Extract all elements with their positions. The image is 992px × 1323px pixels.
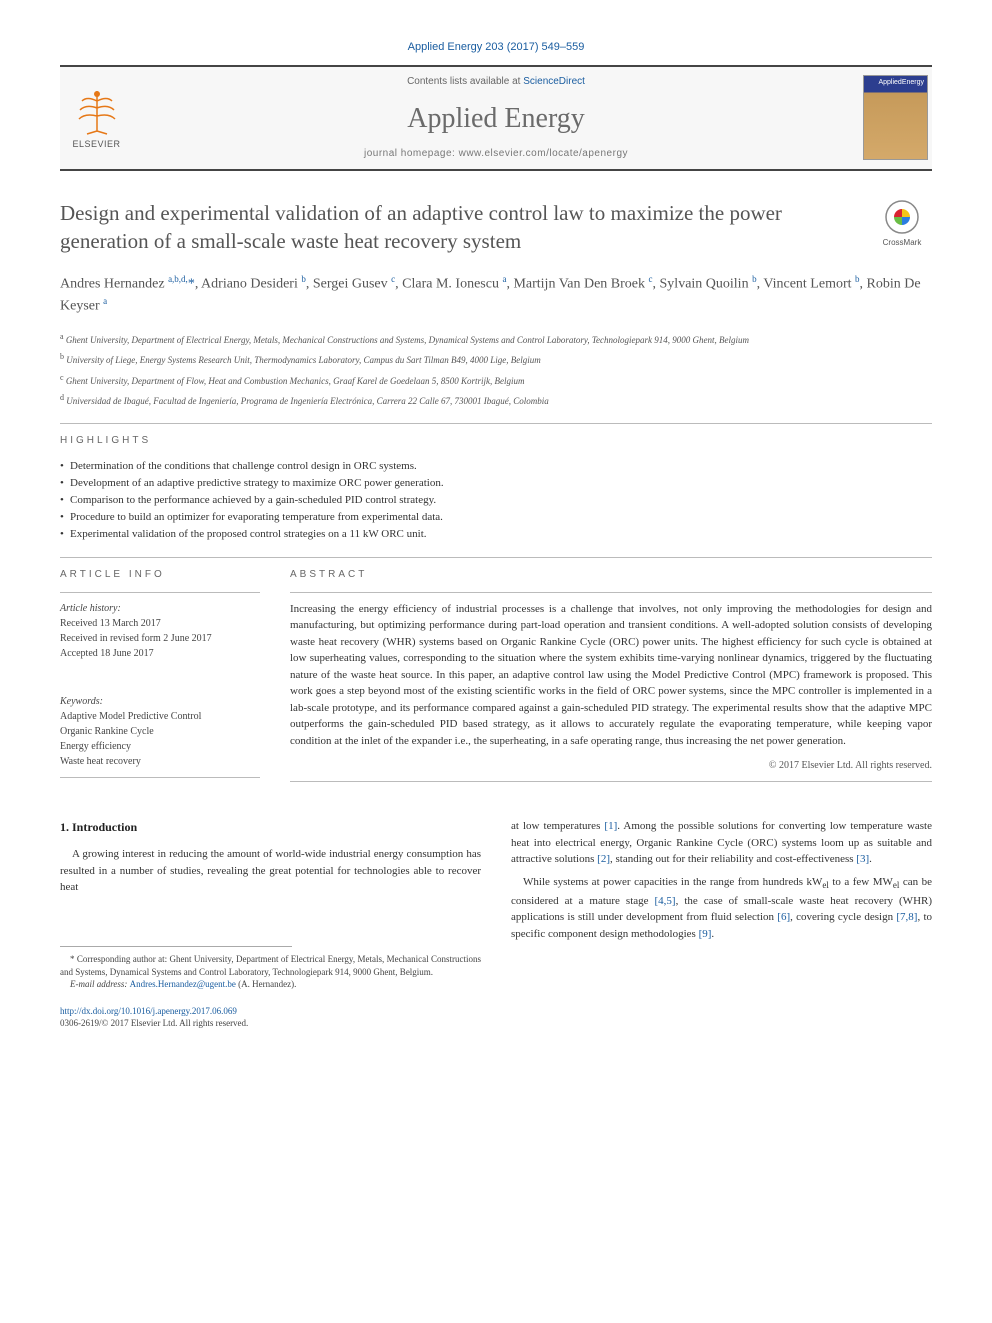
- page-container: Applied Energy 203 (2017) 549–559 ELSEVI…: [0, 0, 992, 1070]
- affiliation-line: b University of Liege, Energy Systems Re…: [60, 351, 932, 368]
- highlight-item: Experimental validation of the proposed …: [60, 526, 932, 543]
- reference-link-6[interactable]: [6]: [777, 911, 790, 923]
- contents-line: Contents lists available at ScienceDirec…: [129, 75, 863, 89]
- accepted-date: Accepted 18 June 2017: [60, 648, 154, 659]
- article-info-column: article info Article history: Received 1…: [60, 568, 260, 787]
- reference-link-78[interactable]: [7,8]: [896, 911, 917, 923]
- journal-cover: AppliedEnergy: [863, 75, 928, 160]
- reference-link-2[interactable]: [2]: [597, 853, 610, 865]
- journal-cover-label: AppliedEnergy: [878, 78, 924, 88]
- highlight-item: Development of an adaptive predictive st…: [60, 475, 932, 492]
- email-footnote: E-mail address: Andres.Hernandez@ugent.b…: [60, 978, 481, 991]
- divider: [60, 557, 932, 558]
- intro-paragraph-1: A growing interest in reducing the amoun…: [60, 846, 481, 896]
- header-center: Contents lists available at ScienceDirec…: [129, 75, 863, 160]
- received-date: Received 13 March 2017: [60, 618, 161, 629]
- elsevier-label: ELSEVIER: [72, 138, 120, 151]
- affiliation-line: d Universidad de Ibagué, Facultad de Ing…: [60, 392, 932, 409]
- text-fragment: .: [711, 928, 714, 940]
- reference-link-9[interactable]: [9]: [699, 928, 712, 940]
- footnote-separator: [60, 946, 292, 947]
- text-fragment: at low temperatures: [511, 820, 604, 832]
- intro-paragraph-2: at low temperatures [1]. Among the possi…: [511, 818, 932, 868]
- article-title: Design and experimental validation of an…: [60, 199, 872, 256]
- sciencedirect-link[interactable]: ScienceDirect: [523, 76, 585, 87]
- keywords-block: Keywords: Adaptive Model Predictive Cont…: [60, 694, 260, 769]
- elsevier-tree-icon: [72, 86, 122, 136]
- highlight-item: Determination of the conditions that cha…: [60, 458, 932, 475]
- journal-header: ELSEVIER Contents lists available at Sci…: [60, 65, 932, 170]
- keywords-list: Adaptive Model Predictive ControlOrganic…: [60, 711, 201, 767]
- corresponding-author-footnote: * Corresponding author at: Ghent Univers…: [60, 953, 481, 978]
- journal-homepage: journal homepage: www.elsevier.com/locat…: [129, 147, 863, 161]
- crossmark-icon: [884, 199, 920, 235]
- text-fragment: , standing out for their reliability and…: [610, 853, 856, 865]
- doi-block: http://dx.doi.org/10.1016/j.apenergy.201…: [60, 1005, 481, 1030]
- reference-link-1[interactable]: [1]: [604, 820, 617, 832]
- text-fragment: to a few MW: [829, 876, 893, 888]
- affiliation-line: a Ghent University, Department of Electr…: [60, 331, 932, 348]
- text-fragment: .: [869, 853, 872, 865]
- text-fragment: While systems at power capacities in the…: [523, 876, 822, 888]
- journal-name: Applied Energy: [129, 99, 863, 138]
- affiliation-line: c Ghent University, Department of Flow, …: [60, 372, 932, 389]
- intro-paragraph-3: While systems at power capacities in the…: [511, 874, 932, 942]
- copyright: © 2017 Elsevier Ltd. All rights reserved…: [290, 759, 932, 773]
- divider: [60, 423, 932, 424]
- contents-prefix: Contents lists available at: [407, 76, 523, 87]
- revised-date: Received in revised form 2 June 2017: [60, 633, 212, 644]
- keywords-label: Keywords:: [60, 694, 260, 709]
- authors: Andres Hernandez a,b,d,*, Adriano Deside…: [60, 273, 932, 316]
- highlight-item: Comparison to the performance achieved b…: [60, 492, 932, 509]
- doi-link[interactable]: http://dx.doi.org/10.1016/j.apenergy.201…: [60, 1006, 237, 1016]
- highlight-item: Procedure to build an optimizer for evap…: [60, 509, 932, 526]
- affiliations: a Ghent University, Department of Electr…: [60, 331, 932, 409]
- left-column: 1. Introduction A growing interest in re…: [60, 818, 481, 1029]
- article-info-label: article info: [60, 568, 260, 582]
- issn-copyright: 0306-2619/© 2017 Elsevier Ltd. All right…: [60, 1018, 248, 1028]
- elsevier-logo: ELSEVIER: [64, 80, 129, 155]
- history-label: Article history:: [60, 601, 260, 616]
- reference-link-45[interactable]: [4,5]: [655, 895, 676, 907]
- title-block: Design and experimental validation of an…: [60, 199, 932, 256]
- email-suffix: (A. Hernandez).: [236, 979, 296, 989]
- text-fragment: , covering cycle design: [790, 911, 896, 923]
- crossmark-badge[interactable]: CrossMark: [872, 199, 932, 248]
- author-email-link[interactable]: Andres.Hernandez@ugent.be: [130, 979, 236, 989]
- abstract-text: Increasing the energy efficiency of indu…: [290, 601, 932, 750]
- article-history: Article history: Received 13 March 2017 …: [60, 601, 260, 661]
- email-label: E-mail address:: [70, 979, 130, 989]
- highlights-list: Determination of the conditions that cha…: [60, 458, 932, 543]
- info-abstract-row: article info Article history: Received 1…: [60, 568, 932, 787]
- reference-link-3[interactable]: [3]: [856, 853, 869, 865]
- crossmark-label: CrossMark: [883, 237, 922, 248]
- highlights-label: highlights: [60, 434, 932, 448]
- citation-line: Applied Energy 203 (2017) 549–559: [60, 40, 932, 55]
- right-column: at low temperatures [1]. Among the possi…: [511, 818, 932, 1029]
- intro-heading: 1. Introduction: [60, 818, 481, 836]
- abstract-column: abstract Increasing the energy efficienc…: [290, 568, 932, 787]
- body-columns: 1. Introduction A growing interest in re…: [60, 818, 932, 1029]
- abstract-label: abstract: [290, 568, 932, 582]
